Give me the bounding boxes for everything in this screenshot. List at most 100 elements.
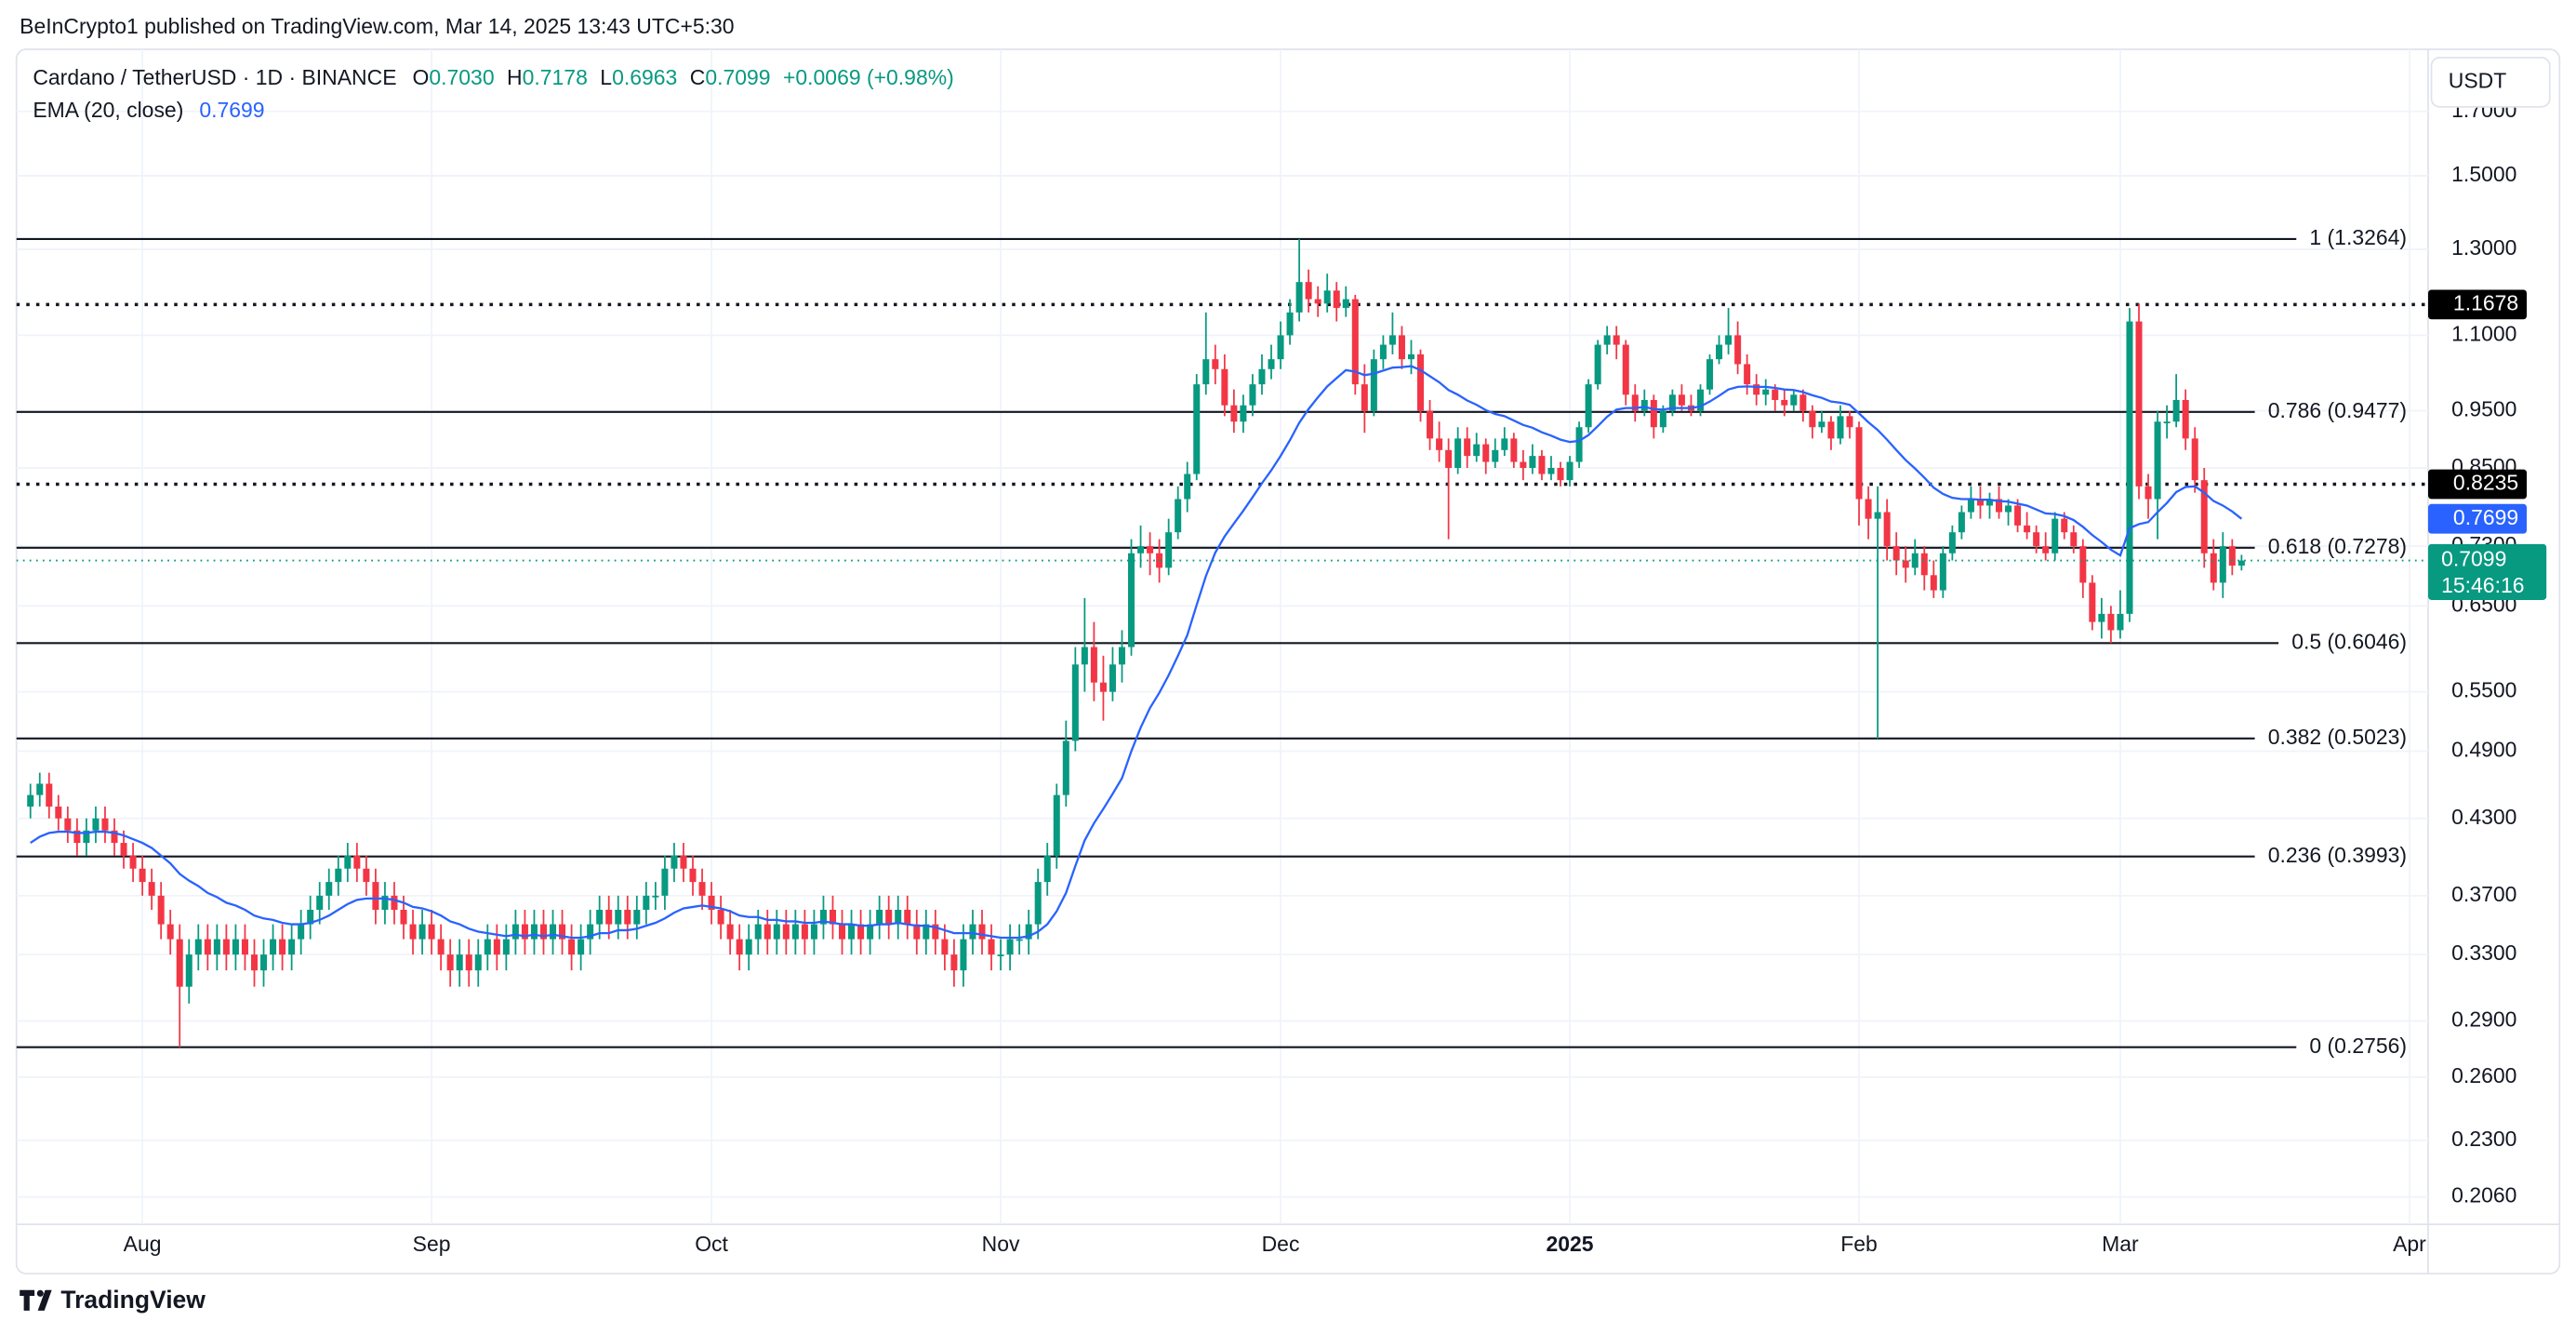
candle-body (1016, 939, 1023, 941)
candle-body (55, 807, 62, 819)
candle-body (1640, 399, 1648, 411)
change: +0.0069 (+0.98%) (783, 65, 954, 89)
candle-body (1939, 553, 1946, 591)
candle-body (185, 954, 193, 987)
candle-body (1985, 499, 1994, 506)
candle-body (232, 939, 239, 955)
x-tick-label: Nov (982, 1232, 1020, 1256)
ohlc-value: 0.6963 (612, 65, 677, 89)
candle-body (1547, 467, 1555, 474)
candle-body (2154, 421, 2161, 500)
candle-body (1417, 354, 1425, 411)
x-tick-label: Mar (2102, 1232, 2139, 1256)
candle-body (1967, 499, 1974, 513)
candle-body (1473, 444, 1481, 457)
candle-body (559, 924, 566, 940)
candle-body (1286, 312, 1294, 336)
candle-body (1388, 335, 1396, 345)
candle-body (1920, 553, 1928, 576)
candle-body (1668, 394, 1676, 411)
candle-body (1706, 359, 1714, 390)
candle-body (1883, 512, 1891, 547)
candle-body (1314, 299, 1321, 304)
candle-body (456, 954, 463, 971)
candle-body (1874, 512, 1881, 519)
currency-button[interactable] (2430, 56, 2551, 108)
candle-body (1118, 647, 1126, 665)
candle-body (997, 954, 1004, 956)
candle-body (1911, 553, 1919, 568)
candle-body (372, 882, 379, 910)
candle-body (950, 954, 958, 971)
candle-body (923, 924, 930, 940)
candle-body (1930, 575, 1937, 591)
candle-body (1184, 474, 1191, 500)
candle-body (708, 895, 715, 910)
y-tick-label: 0.2060 (2451, 1183, 2516, 1207)
candle-body (754, 924, 762, 940)
candle-body (2228, 546, 2236, 566)
y-tick-label: 0.5500 (2451, 678, 2516, 702)
candle-body (2024, 525, 2031, 533)
candle-body (2200, 480, 2208, 554)
candle-body (578, 939, 585, 955)
candle-body (92, 818, 100, 831)
candle-body (867, 924, 874, 940)
candle-body (885, 909, 893, 925)
candle-body (511, 924, 519, 940)
last-price-tag (2428, 543, 2547, 600)
candle-body (2182, 399, 2189, 439)
candle-body (260, 954, 268, 971)
candle-body (1277, 335, 1284, 360)
fib-label: 1 (1.3264) (2309, 225, 2407, 249)
candle-body (2163, 421, 2171, 424)
candle-body (83, 830, 90, 844)
candle-body (241, 939, 248, 955)
candle-body (1594, 344, 1601, 385)
candle-body (1295, 282, 1303, 313)
candle-body (176, 939, 183, 987)
candle-body (764, 924, 771, 940)
candle-body (1492, 449, 1499, 462)
candle-body (1538, 456, 1546, 474)
ohlc-value: 0.7030 (429, 65, 494, 89)
candle-body (521, 924, 528, 940)
candle-body (2126, 321, 2133, 614)
candle-body (1053, 794, 1060, 856)
candle-body (1762, 389, 1770, 395)
candle-body (1398, 335, 1405, 360)
x-tick-label: Oct (695, 1232, 728, 1256)
candle-body (1725, 335, 1733, 345)
fib-label: 0.618 (0.7278) (2268, 534, 2407, 558)
candle-body (671, 855, 678, 869)
candle-body (615, 909, 622, 925)
candle-body (1361, 384, 1368, 411)
candle-body (1846, 416, 1853, 428)
fib-label: 0.382 (0.5023) (2268, 725, 2407, 749)
candle-body (2144, 486, 2152, 500)
candle-body (1165, 532, 1173, 568)
x-tick-label: 2025 (1547, 1232, 1594, 1256)
candle-body (698, 882, 706, 896)
brand-name: TradingView (60, 1286, 206, 1314)
candle-body (1902, 560, 1909, 568)
candle-body (391, 895, 398, 910)
candle-body (335, 868, 342, 883)
candle-body (1976, 499, 1984, 506)
candle-body (1025, 924, 1032, 940)
candle-body (204, 939, 211, 955)
candle-body (643, 895, 650, 910)
candle-body (587, 924, 594, 940)
ema-line (30, 365, 2243, 940)
candle-body (1147, 546, 1154, 554)
candle-body (1006, 939, 1014, 955)
candle-body (941, 939, 949, 955)
candle-body (988, 939, 995, 955)
ema-value: 0.7699 (199, 98, 264, 122)
x-tick-label: Aug (124, 1232, 162, 1256)
ohlc-key: H (507, 65, 523, 89)
candle-body (1128, 553, 1135, 647)
candle-body (624, 909, 631, 925)
candle-body (2061, 518, 2068, 533)
last-price-label: 0.7099 (2441, 547, 2506, 571)
